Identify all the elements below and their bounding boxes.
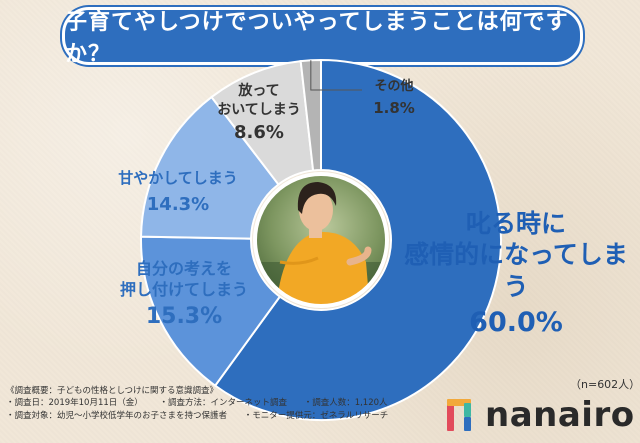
label-spoiling-line1: 甘やかしてしまう bbox=[118, 169, 238, 187]
survey-notes-row1: ・調査日：2019年10月11日（金） ・調査方法：インターネット調査 ・調査人… bbox=[6, 397, 436, 409]
survey-notes: 《調査概要：子どもの性格としつけに関する意識調査》 ・調査日：2019年10月1… bbox=[6, 385, 436, 422]
chart-title-banner: 子育てやしつけでついやってしまうことは何ですか？ bbox=[62, 7, 583, 67]
label-impose-opinion: 自分の考えを 押し付けてしまう 15.3% bbox=[114, 259, 254, 330]
label-emotional-scolding-line2: 感情的になってしまう bbox=[404, 240, 628, 301]
label-impose-opinion-percent: 15.3% bbox=[145, 303, 223, 329]
label-neglect: 放って おいてしまう 8.6% bbox=[206, 82, 312, 144]
label-spoiling-percent: 14.3% bbox=[146, 193, 210, 215]
nanairo-logo-mark-icon bbox=[447, 399, 471, 431]
survey-provider: ・モニター提供元：ゼネラルリサーチ bbox=[243, 410, 389, 421]
label-emotional-scolding-line1: 叱る時に bbox=[465, 209, 566, 238]
label-spoiling: 甘やかしてしまう 14.3% bbox=[108, 169, 248, 216]
chart-title: 子育てやしつけでついやってしまうことは何ですか？ bbox=[65, 10, 569, 67]
label-impose-opinion-line2: 押し付けてしまう bbox=[119, 279, 248, 299]
sample-size: （n=602人） bbox=[570, 378, 640, 391]
slice-spoiling bbox=[140, 95, 280, 240]
nanairo-logo-text: nanairo bbox=[485, 395, 635, 435]
survey-notes-row2: ・調査対象：幼児～小学校低学年のお子さまを持つ保護者 ・モニター提供元：ゼネラル… bbox=[6, 410, 436, 422]
label-neglect-line1: 放って bbox=[238, 83, 280, 99]
survey-target: ・調査対象：幼児～小学校低学年のお子さまを持つ保護者 bbox=[6, 410, 228, 421]
label-other-percent: 1.8% bbox=[373, 99, 415, 118]
slice-emotional-scolding bbox=[213, 58, 502, 421]
survey-notes-heading: 《調査概要：子どもの性格としつけに関する意識調査》 bbox=[6, 386, 218, 396]
label-other: その他 1.8% bbox=[358, 79, 430, 118]
nanairo-logo: nanairo bbox=[446, 395, 635, 435]
survey-date: ・調査日：2019年10月11日（金） bbox=[6, 398, 143, 409]
label-impose-opinion-line1: 自分の考えを bbox=[135, 259, 232, 278]
label-emotional-scolding-percent: 60.0% bbox=[469, 306, 563, 338]
survey-count: ・調査人数：1,120人 bbox=[303, 398, 388, 409]
label-other-line1: その他 bbox=[374, 79, 414, 94]
label-neglect-percent: 8.6% bbox=[234, 121, 284, 143]
slice-other bbox=[299, 58, 322, 172]
label-emotional-scolding: 叱る時に 感情的になってしまう 60.0% bbox=[404, 208, 628, 340]
label-neglect-line2: おいてしまう bbox=[217, 101, 301, 118]
leader-line-other bbox=[310, 60, 362, 91]
survey-method: ・調査方法：インターネット調査 bbox=[159, 398, 287, 409]
slice-impose-opinion bbox=[140, 235, 282, 388]
